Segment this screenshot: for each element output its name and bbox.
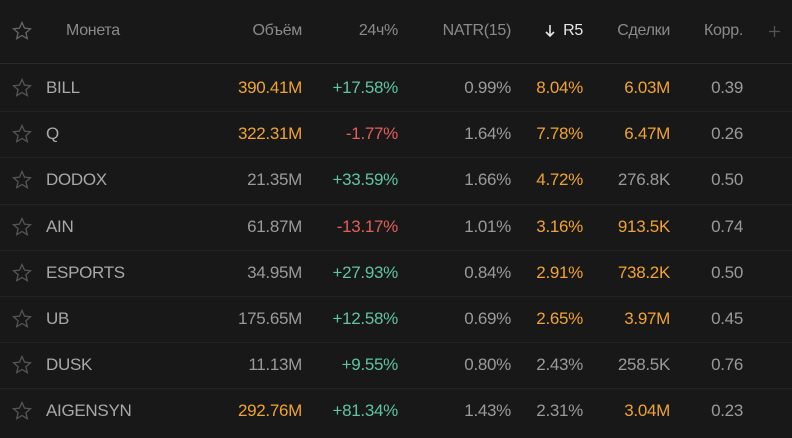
- r5-cell: 2.31%: [536, 401, 583, 421]
- natr-cell: 1.43%: [464, 401, 511, 421]
- header-separator: [0, 63, 792, 64]
- change-24h-cell: +9.55%: [341, 355, 399, 375]
- favorite-star[interactable]: [12, 216, 32, 237]
- r5-cell: 8.04%: [536, 78, 583, 97]
- volume-cell: 61.87M: [247, 216, 302, 236]
- correlation-cell: 0.74: [711, 216, 743, 236]
- coin-cell[interactable]: BILL: [46, 78, 80, 97]
- coin-cell[interactable]: AIN: [46, 216, 74, 236]
- change-24h-header[interactable]: 24ч%: [358, 22, 398, 39]
- coin-cell[interactable]: Q: [46, 124, 59, 144]
- correlation-cell: 0.50: [711, 262, 743, 282]
- correlation-cell: 0.39: [711, 78, 743, 97]
- volume-cell: 292.76M: [237, 401, 302, 421]
- volume-cell: 175.65M: [237, 309, 302, 328]
- deals-cell: 6.03M: [624, 78, 670, 97]
- favorite-all-icon[interactable]: [12, 21, 32, 41]
- deals-cell: 913.5K: [617, 216, 670, 236]
- correlation-cell: 0.76: [711, 355, 743, 375]
- row-separator: [0, 250, 792, 251]
- deals-header[interactable]: Сделки: [617, 22, 670, 39]
- volume-cell: 390.41M: [237, 78, 302, 97]
- volume-cell: 322.31M: [237, 124, 302, 144]
- r5-cell: 4.72%: [536, 170, 583, 190]
- row-separator: [0, 388, 792, 389]
- deals-cell: 3.97M: [624, 309, 670, 328]
- volume-cell: 34.95M: [247, 262, 302, 282]
- deals-cell: 258.5K: [617, 355, 670, 375]
- natr-cell: 1.64%: [464, 124, 511, 144]
- natr-header[interactable]: NATR(15): [442, 22, 512, 39]
- change-24h-cell: -13.17%: [336, 216, 399, 236]
- favorite-star[interactable]: [12, 124, 32, 144]
- natr-cell: 0.80%: [464, 355, 511, 375]
- natr-cell: 1.66%: [464, 170, 511, 190]
- row-separator: [0, 157, 792, 158]
- volume-header[interactable]: Объём: [252, 22, 303, 39]
- volume-cell: 11.13M: [248, 355, 302, 375]
- favorite-star[interactable]: [12, 309, 32, 329]
- row-separator: [0, 204, 792, 205]
- deals-cell: 6.47M: [624, 124, 670, 144]
- favorite-star[interactable]: [12, 78, 32, 98]
- change-24h-cell: -1.77%: [345, 124, 398, 144]
- favorite-star[interactable]: [12, 170, 32, 190]
- r5-cell: 3.16%: [536, 216, 583, 236]
- favorite-star[interactable]: [12, 401, 32, 421]
- coin-cell[interactable]: ESPORTS: [46, 262, 125, 282]
- natr-cell: 1.01%: [464, 216, 511, 236]
- favorite-star[interactable]: [12, 355, 32, 375]
- correlation-cell: 0.23: [711, 401, 743, 421]
- coin-header[interactable]: Монета: [66, 22, 120, 39]
- coin-cell[interactable]: DODOX: [46, 170, 107, 190]
- coin-cell[interactable]: DUSK: [46, 355, 93, 375]
- change-24h-cell: +81.34%: [332, 401, 399, 421]
- coin-cell[interactable]: UB: [46, 309, 70, 328]
- change-24h-cell: +17.58%: [332, 78, 399, 97]
- r5-cell: 2.43%: [536, 355, 583, 375]
- natr-cell: 0.69%: [464, 309, 511, 328]
- natr-cell: 0.84%: [464, 262, 511, 282]
- sort-desc-icon: [545, 25, 555, 38]
- change-24h-cell: +27.93%: [332, 262, 399, 282]
- correlation-cell: 0.45: [711, 309, 743, 328]
- r5-header[interactable]: R5: [563, 22, 583, 39]
- r5-cell: 2.65%: [536, 309, 583, 328]
- favorite-star[interactable]: [12, 262, 32, 283]
- correlation-cell: 0.26: [711, 124, 743, 144]
- add-column-icon[interactable]: [768, 25, 781, 38]
- row-separator: [0, 342, 792, 343]
- volume-cell: 21.35M: [247, 170, 302, 190]
- deals-cell: 276.8K: [617, 170, 670, 190]
- deals-cell: 3.04M: [624, 401, 670, 421]
- r5-cell: 2.91%: [536, 262, 583, 282]
- deals-cell: 738.2K: [617, 262, 670, 282]
- natr-cell: 0.99%: [464, 78, 511, 97]
- coin-cell[interactable]: AIGENSYN: [46, 401, 132, 421]
- r5-cell: 7.78%: [536, 124, 583, 144]
- change-24h-cell: +12.58%: [332, 309, 399, 328]
- correlation-cell: 0.50: [711, 170, 743, 190]
- row-separator: [0, 296, 792, 297]
- correlation-header[interactable]: Корр.: [704, 22, 743, 39]
- row-separator: [0, 111, 792, 112]
- change-24h-cell: +33.59%: [332, 170, 399, 190]
